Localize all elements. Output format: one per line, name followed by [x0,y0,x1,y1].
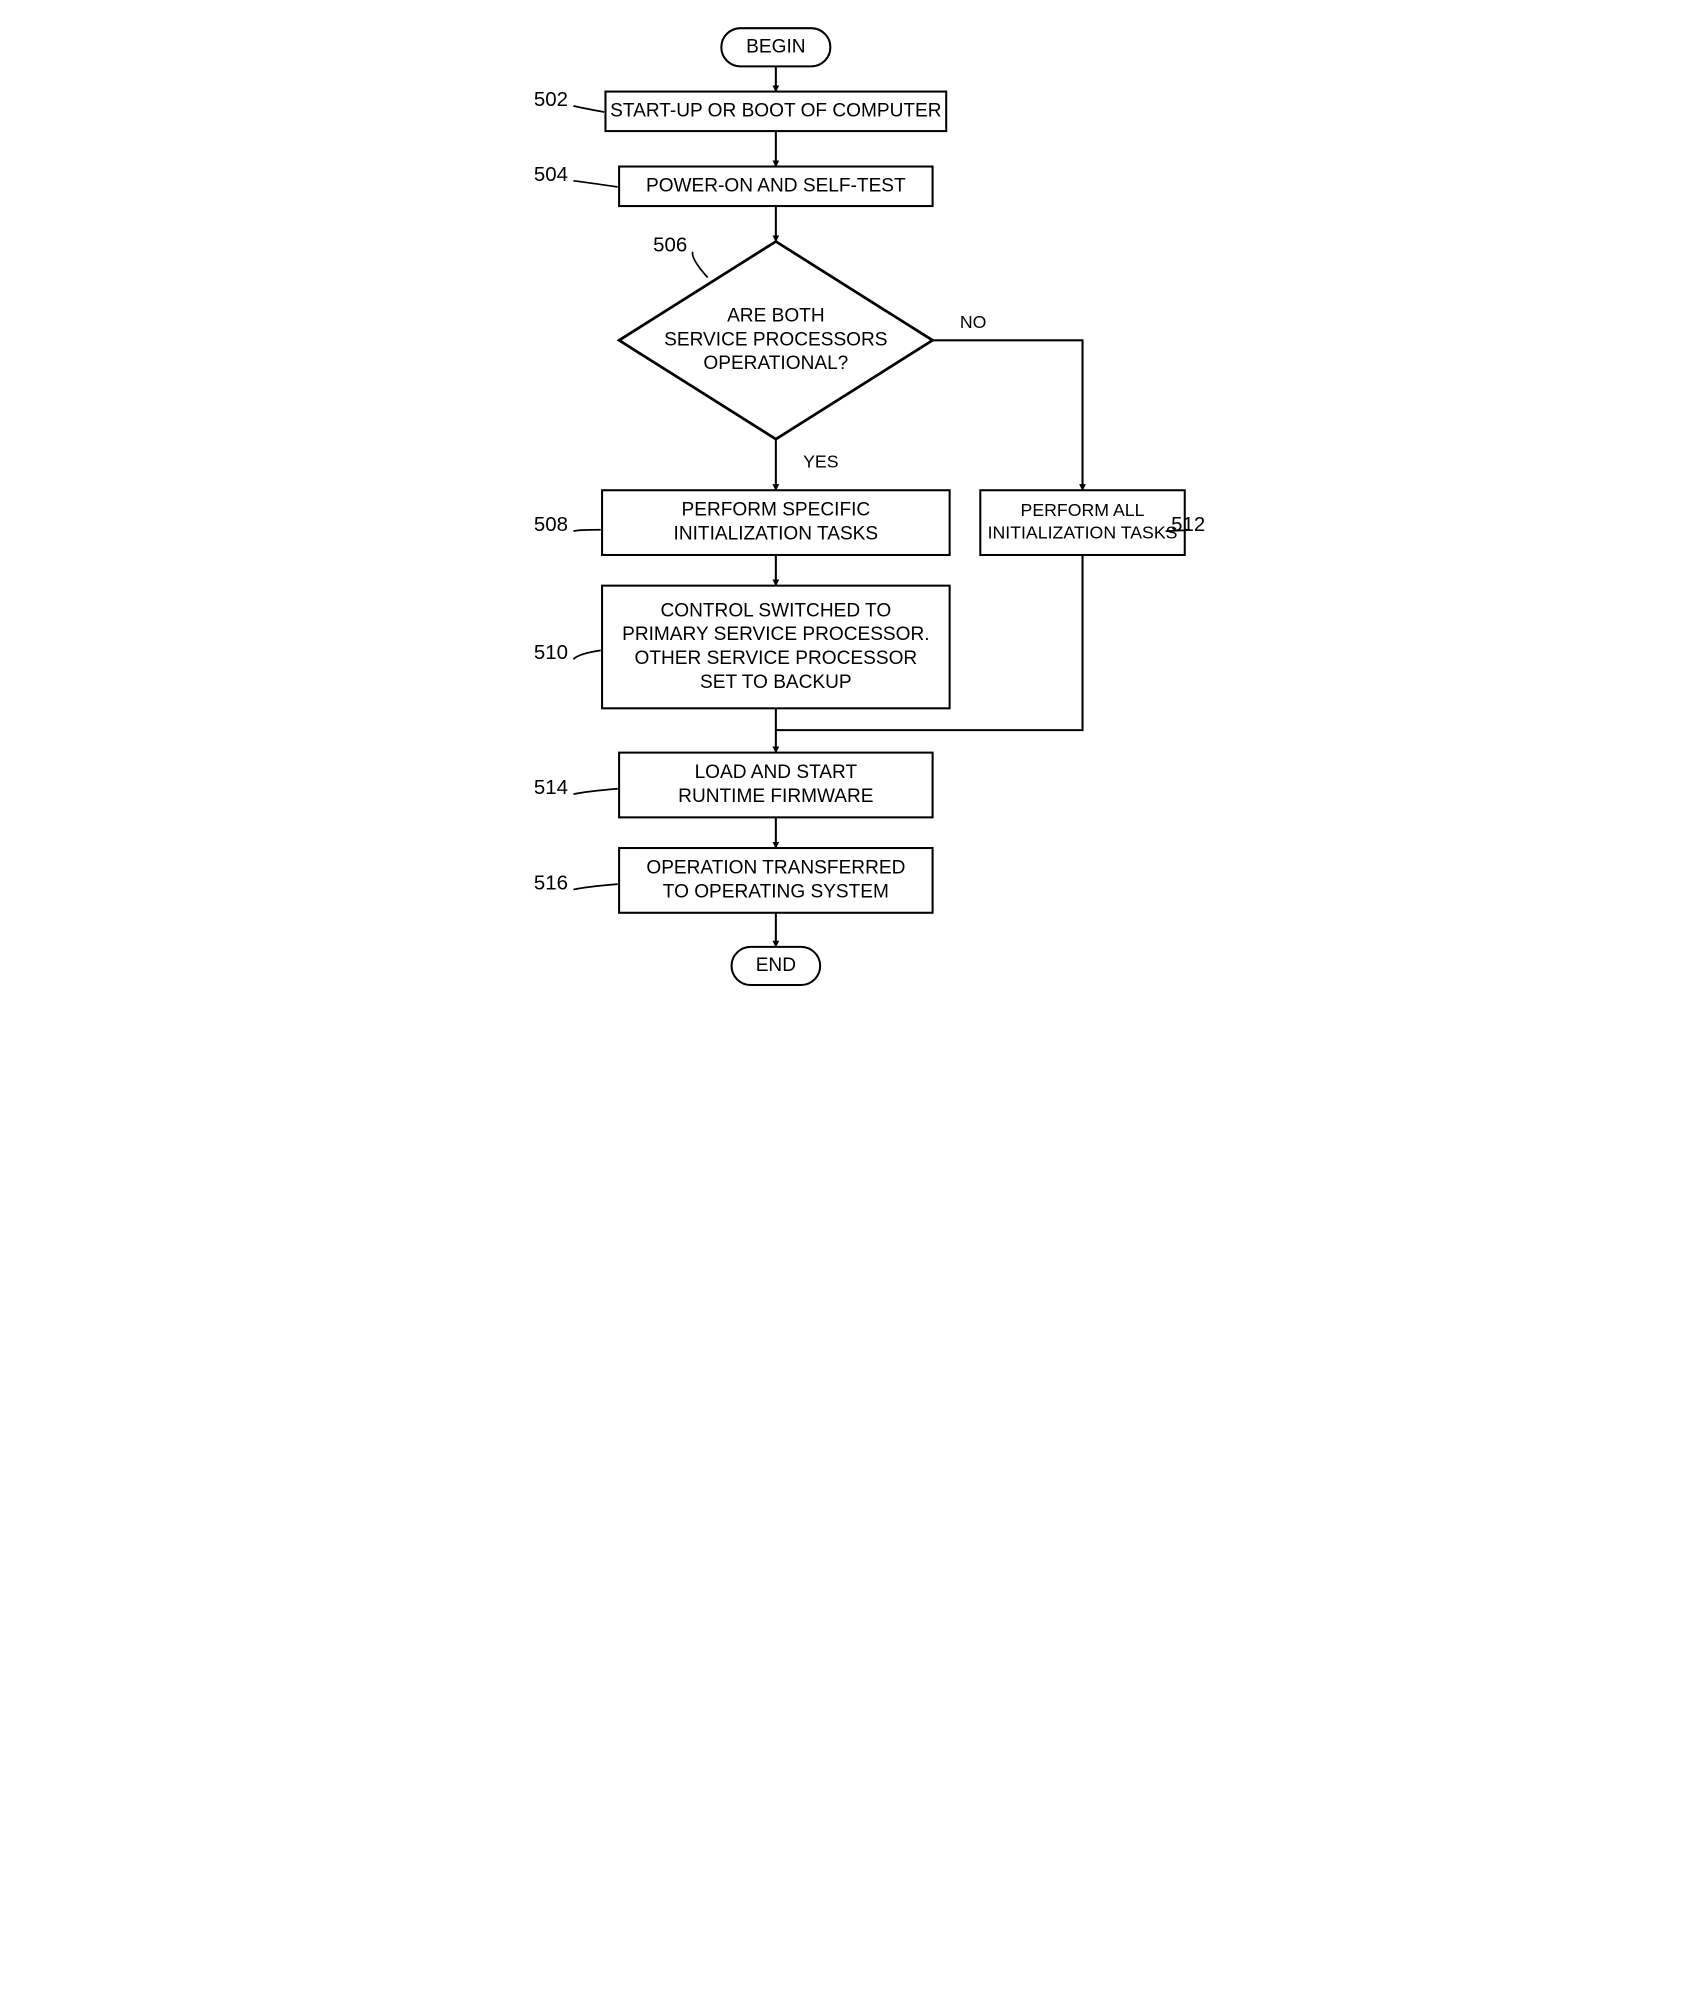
node-n516: OPERATION TRANSFERREDTO OPERATING SYSTEM [619,848,932,913]
ref-504-leader [573,181,617,187]
ref-506-leader [692,252,707,278]
ref-514-leader [573,789,617,794]
node-n504: POWER-ON AND SELF-TEST [619,167,932,207]
ref-502-label: 502 [534,88,568,111]
ref-506-label: 506 [653,234,687,257]
ref-502-leader [573,106,604,112]
n506-text-line-2: OPERATIONAL? [703,353,848,374]
flowchart-svg: YES NO BEGIN START-UP OR BOOT OF COMPUTER P… [422,20,1266,1015]
node-end: END [732,947,821,985]
n512-text-line-1: INITIALIZATION TASKS [988,522,1178,542]
ref-516-leader [573,884,617,889]
node-begin: BEGIN [721,28,830,66]
ref-508-leader [573,530,600,531]
n506-text-line-1: SERVICE PROCESSORS [664,329,887,350]
edge-3-label: YES [803,452,838,472]
node-n512: PERFORM ALLINITIALIZATION TASKS [980,490,1184,555]
node-n508: PERFORM SPECIFIC INITIALIZATION TASKS [602,490,950,555]
ref-516-label: 516 [534,872,568,895]
ref-510-label: 510 [534,641,568,664]
n510-text-line-1: PRIMARY SERVICE PROCESSOR. [622,624,929,645]
n516-text-line-0: OPERATION TRANSFERRED [646,858,905,879]
n508-text-line-0: PERFORM SPECIFIC [682,500,871,521]
ref-510-leader [573,650,600,659]
node-n506: ARE BOTHSERVICE PROCESSORS OPERATIONAL? [619,241,932,439]
end-text-line-0: END [756,955,796,976]
n514-text-line-0: LOAD AND START [695,762,858,783]
ref-514-label: 514 [534,776,568,799]
n514-text-line-1: RUNTIME FIRMWARE [678,786,873,807]
n508-text-line-1: INITIALIZATION TASKS [674,524,879,545]
n510-text-line-0: CONTROL SWITCHED TO [660,600,891,621]
n516-text-line-1: TO OPERATING SYSTEM [663,881,889,902]
begin-text-line-0: BEGIN [746,36,805,57]
edge-4 [933,340,1083,490]
node-n510: CONTROL SWITCHED TO PRIMARY SERVICE PROCE… [602,586,950,709]
n504-text-line-0: POWER-ON AND SELF-TEST [646,175,906,196]
n506-text-line-0: ARE BOTH [727,306,825,327]
ref-512-label: 512 [1171,513,1205,536]
n510-text-line-3: SET TO BACKUP [700,672,852,693]
n502-text-line-0: START-UP OR BOOT OF COMPUTER [610,100,941,121]
node-n502: START-UP OR BOOT OF COMPUTER [605,92,946,132]
ref-508-label: 508 [534,513,568,536]
n510-text-line-2: OTHER SERVICE PROCESSOR [634,648,917,669]
edge-4-label: NO [960,312,987,332]
nodes-layer: BEGIN START-UP OR BOOT OF COMPUTER POWER-O… [602,28,1185,985]
ref-504-label: 504 [534,163,568,186]
n512-text-line-0: PERFORM ALL [1021,500,1145,520]
node-n514: LOAD AND START RUNTIME FIRMWARE [619,753,932,818]
